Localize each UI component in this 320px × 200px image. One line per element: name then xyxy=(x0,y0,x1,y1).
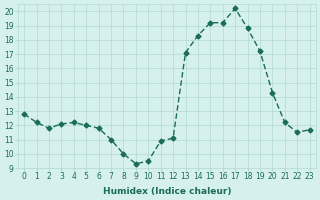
X-axis label: Humidex (Indice chaleur): Humidex (Indice chaleur) xyxy=(103,187,231,196)
